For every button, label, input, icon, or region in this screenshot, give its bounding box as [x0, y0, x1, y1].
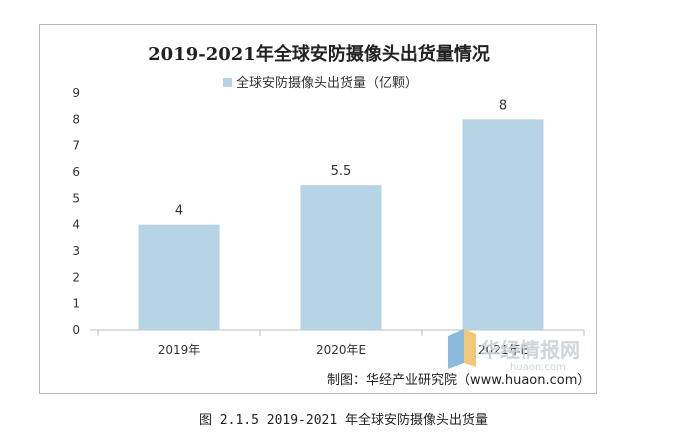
bar-value-label: 5.5: [331, 164, 352, 179]
watermark-text: 华经情报网: [480, 338, 580, 362]
y-tick-label: 8: [72, 112, 80, 126]
chart-title: 2019-2021年全球安防摄像头出货量情况: [148, 43, 490, 65]
figure-caption: 图 2.1.5 2019-2021 年全球安防摄像头出货量: [198, 413, 489, 428]
chart-frame: 2019-2021年全球安防摄像头出货量情况 全球安防摄像头出货量（亿颗） 0 1…: [39, 24, 597, 394]
bar: [300, 185, 382, 330]
y-tick-label: 2: [72, 270, 80, 284]
legend-label: 全球安防摄像头出货量（亿颗）: [236, 75, 418, 91]
watermark-logo-icon: [448, 329, 476, 369]
watermark-sub: huaon.com: [510, 362, 566, 373]
y-tick-label: 7: [72, 139, 80, 153]
bar-value-label: 4: [175, 204, 183, 219]
bar-value-label: 8: [499, 98, 507, 113]
y-tick-label: 1: [72, 297, 80, 311]
bar-chart: 2019-2021年全球安防摄像头出货量情况 全球安防摄像头出货量（亿颗） 0 1…: [72, 43, 590, 388]
y-tick-label: 0: [72, 323, 80, 337]
legend-swatch: [223, 78, 232, 87]
y-axis: 0 1 2 3 4 5 6 7 8 9: [72, 86, 80, 337]
watermark: 华经情报网 huaon.com: [448, 329, 580, 373]
legend: 全球安防摄像头出货量（亿颗）: [223, 75, 418, 91]
y-tick-label: 9: [72, 86, 80, 100]
source-note: 制图：华经产业研究院（www.huaon.com）: [327, 373, 590, 388]
bar: [138, 224, 220, 330]
x-tick-label: 2019年: [158, 343, 201, 357]
x-tick-label: 2020年E: [316, 343, 366, 357]
y-tick-label: 4: [72, 218, 80, 232]
y-tick-label: 5: [72, 191, 80, 205]
bars: 45.58: [138, 98, 544, 330]
y-tick-label: 3: [72, 244, 80, 258]
bar: [462, 119, 544, 330]
y-tick-label: 6: [72, 165, 80, 179]
x-tick-label: 2021年E: [478, 343, 528, 357]
